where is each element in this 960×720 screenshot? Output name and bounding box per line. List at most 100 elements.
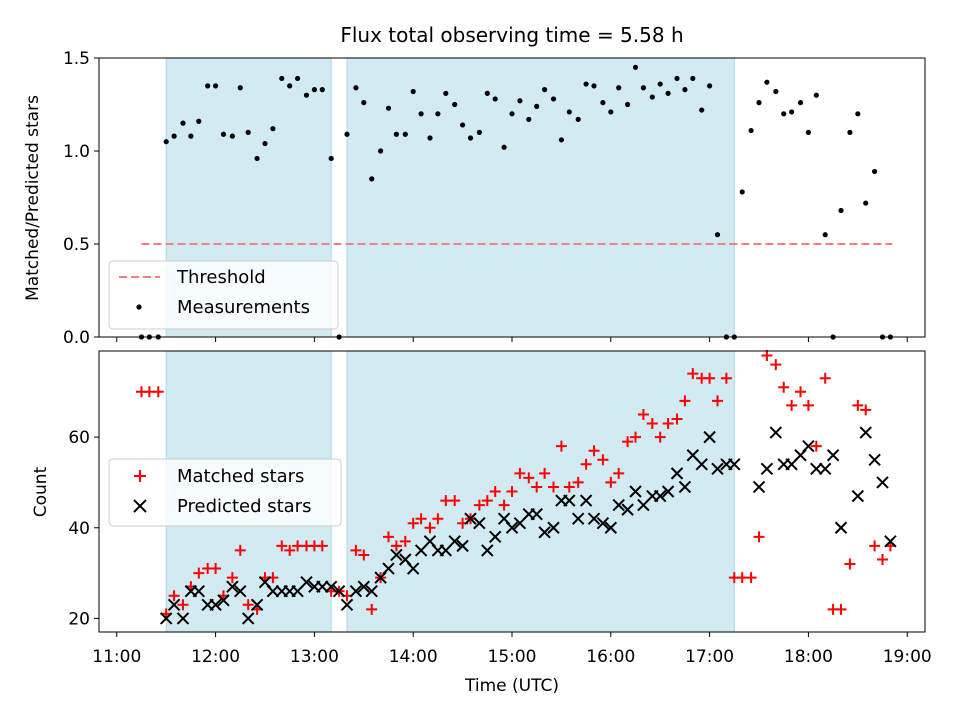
measurement-point <box>418 111 424 117</box>
matched-star-marker <box>580 458 592 470</box>
measurement-point <box>171 133 177 139</box>
y-tick-label: 1.5 <box>63 49 90 69</box>
measurement-point <box>287 83 293 89</box>
measurement-point <box>229 133 235 139</box>
matched-star-marker <box>547 481 559 493</box>
measurement-point <box>369 176 375 182</box>
predicted-star-marker <box>661 485 675 498</box>
measurement-point <box>764 79 770 85</box>
measurement-point <box>526 116 532 122</box>
measurement-point <box>847 129 853 135</box>
measurement-point <box>501 144 507 150</box>
measurement-point <box>509 111 515 117</box>
predicted-star-marker <box>728 458 741 471</box>
measurement-point <box>311 87 317 93</box>
measurement-point <box>484 90 490 96</box>
measurement-point <box>303 92 310 98</box>
predicted-star-marker <box>340 598 354 612</box>
measurement-point <box>863 200 869 206</box>
y-tick-label: 20 <box>68 609 90 629</box>
predicted-star-marker <box>653 489 667 503</box>
predicted-star-marker <box>596 517 610 530</box>
predicted-star-marker <box>711 462 724 476</box>
predicted-star-marker <box>769 426 783 439</box>
observing-windows <box>165 57 735 338</box>
predicted-star-marker <box>357 580 371 593</box>
predicted-star-marker <box>365 585 378 598</box>
matched-star-marker <box>432 513 444 525</box>
measurement-point <box>361 100 367 106</box>
predicted-star-marker <box>884 535 897 548</box>
predicted-star-marker <box>406 562 420 575</box>
x-axis-label: Time (UTC) <box>464 676 559 696</box>
matched-star-marker <box>407 517 419 529</box>
measurement-point <box>583 81 589 87</box>
matched-star-marker <box>415 513 427 525</box>
y-tick-label: 60 <box>68 428 90 448</box>
measurement-point <box>196 118 202 124</box>
matched-star-marker <box>399 535 411 547</box>
predicted-legend-swatch <box>133 499 147 513</box>
measurement-point <box>220 131 227 137</box>
measurement-point <box>279 75 285 82</box>
predicted-star-marker <box>678 480 692 494</box>
measurement-point <box>707 83 713 89</box>
predicted-star-marker <box>760 462 774 476</box>
top-y-axis: 0.0 0.5 1.0 1.5 <box>63 49 99 348</box>
predicted-star-marker <box>819 462 832 476</box>
predicted-star-marker <box>473 517 486 530</box>
predicted-star-marker <box>629 485 642 498</box>
matched-star-marker <box>498 499 510 511</box>
predicted-star-marker <box>752 480 766 494</box>
predicted-legend-label: Predicted stars <box>177 496 311 517</box>
measurement-point <box>410 88 416 95</box>
measurement-point <box>566 109 572 115</box>
matched-star-marker <box>382 531 394 543</box>
measurements-legend-label: Measurements <box>177 297 310 318</box>
measurement-point <box>789 109 795 115</box>
matched-star-marker <box>605 476 617 488</box>
measurement-point <box>813 92 819 98</box>
measurement-point <box>385 105 392 111</box>
matched-legend-swatch <box>134 470 146 482</box>
x-tick-label: 13:00 <box>290 647 339 667</box>
bottom-y-axis-label: Count <box>31 466 51 517</box>
measurement-point <box>402 131 408 137</box>
predicted-star-marker <box>332 585 346 598</box>
measurement-point <box>377 148 384 154</box>
y-tick-label: 1.0 <box>63 142 90 162</box>
matched-star-marker <box>168 590 180 602</box>
predicted-star-marker <box>481 544 494 557</box>
matched-star-marker <box>350 544 362 556</box>
predicted-star-marker <box>571 512 585 525</box>
matched-star-marker <box>679 395 691 407</box>
predicted-star-marker <box>382 562 395 575</box>
measurement-point <box>294 75 301 82</box>
y-tick-label: 0.0 <box>63 328 90 348</box>
x-tick-label: 19:00 <box>883 647 932 667</box>
measurement-point <box>254 155 260 162</box>
matched-star-marker <box>869 540 881 552</box>
bottom-legend: Matched stars Predicted stars <box>108 458 342 527</box>
predicted-star-marker <box>612 498 625 512</box>
bottom-y-axis: 20 40 60 <box>68 428 99 629</box>
predicted-stars-points <box>159 426 897 625</box>
matched-star-marker <box>835 603 847 615</box>
matched-star-marker <box>539 467 551 479</box>
predicted-star-marker <box>241 612 255 625</box>
measurement-point <box>270 126 276 132</box>
measurement-point <box>188 133 194 139</box>
matched-star-marker <box>753 531 765 543</box>
measurement-point <box>748 127 754 134</box>
matched-star-marker <box>449 495 461 507</box>
measurement-point <box>616 85 622 91</box>
matched-star-marker <box>424 522 436 534</box>
matched-star-marker <box>152 386 164 398</box>
predicted-star-marker <box>868 453 881 466</box>
predicted-star-marker <box>579 494 593 507</box>
predicted-star-marker <box>349 585 363 598</box>
measurement-point <box>591 83 597 89</box>
predicted-star-marker <box>695 458 708 471</box>
bottom-legend-box <box>108 458 342 527</box>
